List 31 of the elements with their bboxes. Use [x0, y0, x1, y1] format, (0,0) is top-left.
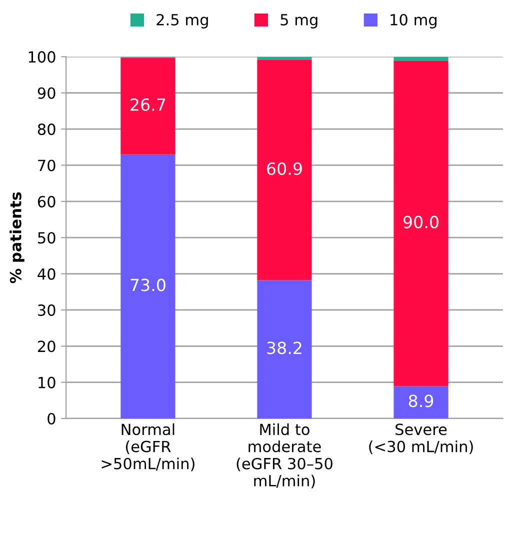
data-label: 90.0 — [404, 216, 438, 228]
y-tick-label: 30 — [38, 304, 56, 316]
data-label: 8.9 — [408, 394, 434, 408]
legend-label: 10 mg — [390, 14, 436, 28]
data-label: 60.9 — [267, 162, 302, 175]
y-tick-label: 100 — [28, 51, 56, 63]
bar — [257, 280, 312, 418]
legend-label: 2.5 mg — [156, 14, 208, 28]
y-tick-label: 0 — [48, 412, 56, 425]
bar — [394, 386, 448, 418]
data-label: 26.7 — [130, 98, 166, 111]
data-label: 73.0 — [130, 278, 166, 292]
x-tick-label: Mild to moderate (eGFR 30–50 mL/min) — [236, 423, 332, 488]
y-tick-label: 50 — [38, 232, 56, 244]
y-tick-label: 40 — [38, 268, 56, 280]
y-axis-title: % patients — [10, 192, 24, 284]
bar — [257, 60, 312, 280]
y-tick-label: 90 — [38, 87, 56, 99]
bar — [394, 60, 448, 386]
bar — [120, 58, 176, 154]
y-tick-label: 80 — [38, 124, 56, 136]
data-label: 38.2 — [267, 342, 302, 354]
legend-label: 5 mg — [280, 14, 318, 28]
y-tick-label: 20 — [38, 340, 56, 352]
y-tick-label: 70 — [38, 160, 56, 172]
y-tick-label: 10 — [38, 376, 56, 388]
y-tick-label: 60 — [38, 196, 56, 208]
x-tick-label: Normal (eGFR >50mL/min) — [102, 423, 194, 472]
bar — [120, 154, 176, 418]
bar — [257, 56, 312, 60]
x-tick-label: Severe (<30 mL/min) — [369, 424, 473, 454]
